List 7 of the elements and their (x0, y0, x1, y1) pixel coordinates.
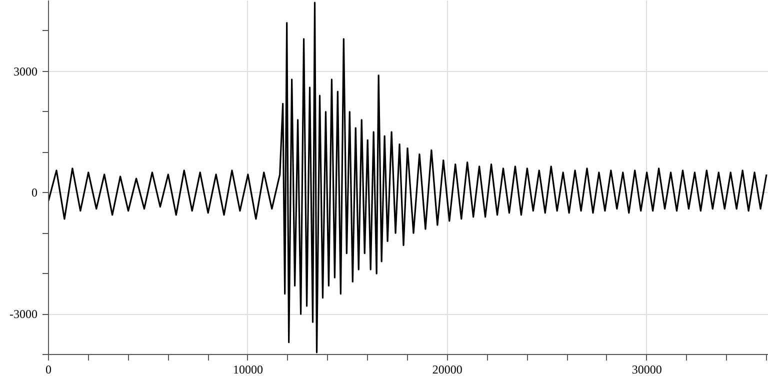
y-tick-label: 0 (32, 186, 38, 200)
y-tick-label: -3000 (10, 307, 38, 322)
y-tick-label: 3000 (14, 64, 38, 78)
x-tick-label: 10000 (232, 362, 263, 376)
x-tick-label: 30000 (632, 362, 662, 376)
x-tick-label: 0 (46, 362, 52, 376)
x-tick-label: 20000 (432, 362, 462, 376)
